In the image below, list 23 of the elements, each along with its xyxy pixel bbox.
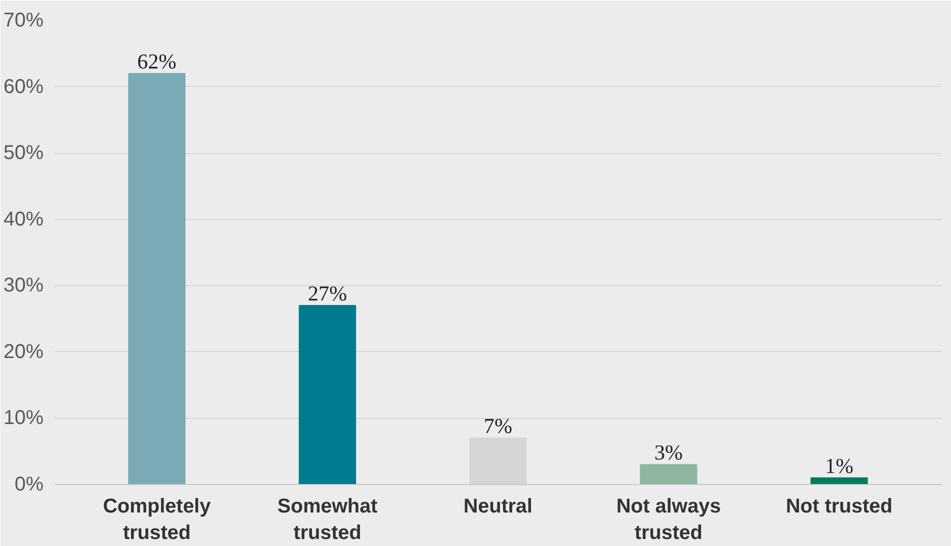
- y-tick-label: 20%: [3, 340, 44, 363]
- x-tick-label: Neutral: [464, 496, 532, 518]
- bar: [640, 464, 698, 484]
- bar: [469, 438, 527, 484]
- y-tick-label: 0%: [14, 474, 44, 496]
- y-tick-label: 60%: [3, 76, 44, 98]
- bar: [810, 477, 868, 484]
- data-label: 27%: [308, 282, 348, 306]
- x-tick-label: Completely trusted: [102, 496, 212, 544]
- x-tick-label: Not always trusted: [616, 496, 721, 544]
- x-tick-label: Not trusted: [786, 496, 892, 518]
- y-tick-label: 50%: [3, 142, 44, 164]
- bar: [298, 305, 356, 484]
- y-tick-label: 40%: [3, 208, 44, 230]
- y-tick-label: 30%: [3, 274, 44, 297]
- data-label: 3%: [654, 440, 684, 465]
- data-label: 62%: [137, 50, 177, 74]
- data-label: 1%: [824, 454, 854, 478]
- y-tick-label: 70%: [3, 10, 44, 32]
- y-tick-label: 10%: [3, 407, 44, 430]
- bar: [128, 73, 186, 484]
- x-tick-label: Somewhat trusted: [277, 496, 378, 544]
- data-label: 7%: [484, 414, 512, 438]
